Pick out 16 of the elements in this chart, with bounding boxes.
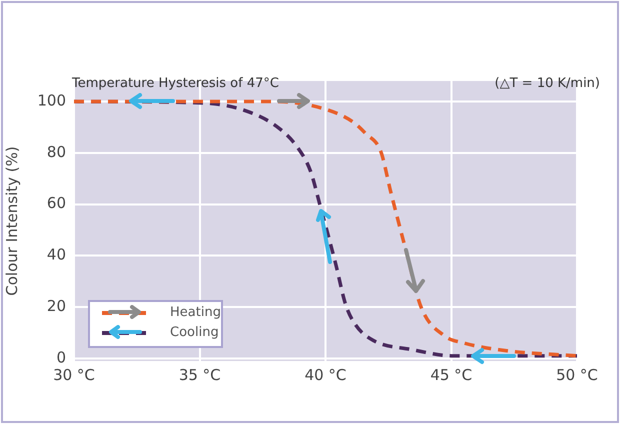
chart-subtitle: (△T = 10 K/min) (494, 76, 600, 91)
legend-label: Heating (170, 305, 221, 320)
x-tick-label: 30 °C (53, 366, 95, 384)
chart-title: Temperature Hysteresis of 47°C (72, 76, 279, 91)
y-tick-label: 20 (46, 296, 66, 315)
y-axis-title: Colour Intensity (%) (2, 146, 21, 296)
legend-label: Cooling (170, 325, 219, 340)
y-tick-label: 60 (46, 194, 66, 212)
y-tick-label: 80 (46, 142, 66, 161)
x-tick-label: 50 °C (556, 366, 598, 384)
y-tick-label: 0 (56, 348, 66, 366)
y-tick-label: 40 (46, 246, 66, 264)
x-tick-label: 35 °C (178, 366, 221, 384)
x-tick-label: 45 °C (430, 366, 472, 384)
x-tick-label: 40 °C (304, 366, 346, 384)
y-tick-label: 100 (37, 91, 66, 110)
